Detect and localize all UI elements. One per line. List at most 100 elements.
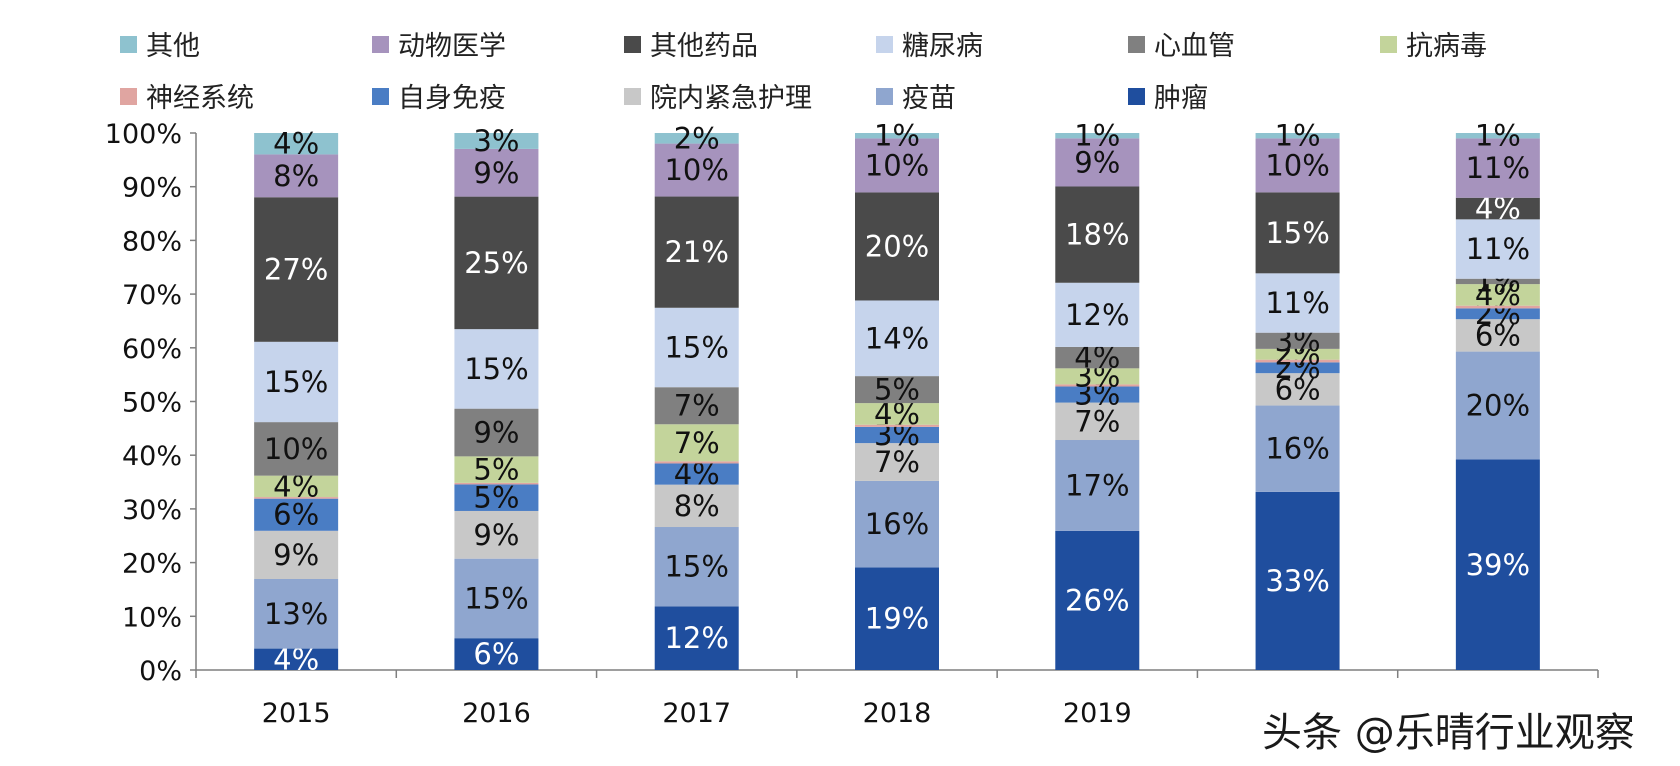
bar-segment <box>1055 282 1140 347</box>
bar-segment <box>855 376 939 404</box>
legend-swatch <box>372 88 389 105</box>
bar-segment <box>454 482 539 485</box>
data-label: 33% <box>1265 564 1329 598</box>
bar-stack: 33%16%6%2%2%3%11%15%10%1% <box>1255 119 1340 670</box>
x-tick-label: 2015 <box>262 698 331 729</box>
bar-segment <box>1055 402 1140 441</box>
data-label: 25% <box>464 246 528 280</box>
data-label: 9% <box>1074 145 1120 179</box>
bar-segment <box>454 408 539 457</box>
bar-segment <box>454 329 539 409</box>
bar-segment <box>1455 459 1540 670</box>
bar-segment <box>1255 273 1340 333</box>
bar-segment <box>654 463 739 485</box>
bar-segment <box>1055 530 1140 670</box>
y-axis: 0% 10% 20% 30% 40% 50% 60% 70% 80% 90% 100% <box>105 119 197 687</box>
legend-item: 疫苗 <box>876 83 956 114</box>
legend-item: 其他药品 <box>624 31 758 62</box>
data-label: 1% <box>1475 119 1521 153</box>
bar-segment <box>654 143 739 197</box>
bar-segment <box>1455 219 1540 279</box>
bar-segment <box>654 307 739 388</box>
data-label: 9% <box>473 518 519 552</box>
data-label: 7% <box>674 426 720 460</box>
y-tick-label: 80% <box>122 226 182 257</box>
bar-stack: 39%20%6%2%4%1%11%4%11%1% <box>1455 119 1540 670</box>
legend-swatch <box>876 88 893 105</box>
data-label: 9% <box>473 416 519 450</box>
x-tick-label: 2017 <box>662 698 731 729</box>
bar-segment <box>1055 386 1140 403</box>
bar-segment <box>855 480 939 568</box>
legend-item: 其他 <box>120 31 200 62</box>
y-tick-label: 90% <box>122 173 182 204</box>
data-label: 15% <box>664 550 728 584</box>
y-tick-label: 100% <box>105 119 182 150</box>
bar-segment <box>855 138 939 193</box>
data-label: 9% <box>273 538 319 572</box>
x-tick-label: 2019 <box>1063 698 1132 729</box>
data-label: 7% <box>674 389 720 423</box>
data-label: 6% <box>1475 318 1521 352</box>
legend-label: 抗病毒 <box>1406 31 1487 62</box>
legend-label: 自身免疫 <box>398 83 506 114</box>
data-label: 4% <box>273 127 319 161</box>
data-label: 14% <box>865 321 929 355</box>
legend-swatch <box>372 36 389 53</box>
bar-segment <box>1255 332 1340 349</box>
data-label: 27% <box>264 253 328 287</box>
legend-label: 其他 <box>146 31 200 62</box>
data-label: 6% <box>1275 372 1321 406</box>
legend-item: 院内紧急护理 <box>624 83 812 114</box>
bar-segment <box>855 192 939 301</box>
data-label: 1% <box>1074 119 1120 153</box>
legend-swatch <box>624 88 641 105</box>
bar-segment <box>254 197 339 342</box>
legend-swatch <box>1128 36 1145 53</box>
bars-group: 4%13%9%6%4%10%15%27%8%4%6%15%9%5%5%9%15%… <box>254 119 1540 676</box>
bar-segment <box>855 403 939 425</box>
data-label: 9% <box>473 156 519 190</box>
y-tick-label: 50% <box>122 388 182 419</box>
bar-segment <box>254 578 339 649</box>
bar-segment <box>254 154 339 198</box>
bar-segment <box>1255 348 1340 360</box>
legend-swatch <box>1128 88 1145 105</box>
bar-segment <box>254 648 339 670</box>
bar-segment <box>654 424 739 462</box>
legend-item: 自身免疫 <box>372 83 506 114</box>
legend-label: 糖尿病 <box>902 31 983 62</box>
bar-segment <box>654 196 739 308</box>
bar-segment <box>1455 197 1540 220</box>
bar-stack: 4%13%9%6%4%10%15%27%8%4% <box>254 127 339 676</box>
data-label: 10% <box>1265 148 1329 182</box>
bar-segment <box>1255 138 1340 193</box>
legend-label: 动物医学 <box>398 31 506 62</box>
legend-label: 神经系统 <box>146 83 254 114</box>
data-label: 15% <box>1265 216 1329 250</box>
bar-segment <box>654 484 739 528</box>
bar-segment <box>254 475 339 498</box>
data-label: 1% <box>874 119 920 153</box>
data-label: 20% <box>865 229 929 263</box>
data-label: 17% <box>1065 468 1129 502</box>
bar-segment <box>1455 351 1540 460</box>
legend-item: 动物医学 <box>372 31 506 62</box>
data-label: 8% <box>674 489 720 523</box>
bar-segment <box>454 558 539 639</box>
y-tick-label: 40% <box>122 441 182 472</box>
data-label: 15% <box>464 352 528 386</box>
bar-segment <box>254 498 339 531</box>
bar-segment <box>254 497 339 499</box>
legend-item: 抗病毒 <box>1380 31 1487 62</box>
bar-segment <box>454 510 539 559</box>
legend-label: 其他药品 <box>650 31 758 62</box>
bar-segment <box>1055 346 1140 369</box>
y-tick-label: 0% <box>139 656 182 687</box>
legend-label: 肿瘤 <box>1154 83 1208 114</box>
bar-segment <box>1255 133 1340 139</box>
bar-segment <box>1455 319 1540 352</box>
bar-segment <box>1055 384 1140 387</box>
